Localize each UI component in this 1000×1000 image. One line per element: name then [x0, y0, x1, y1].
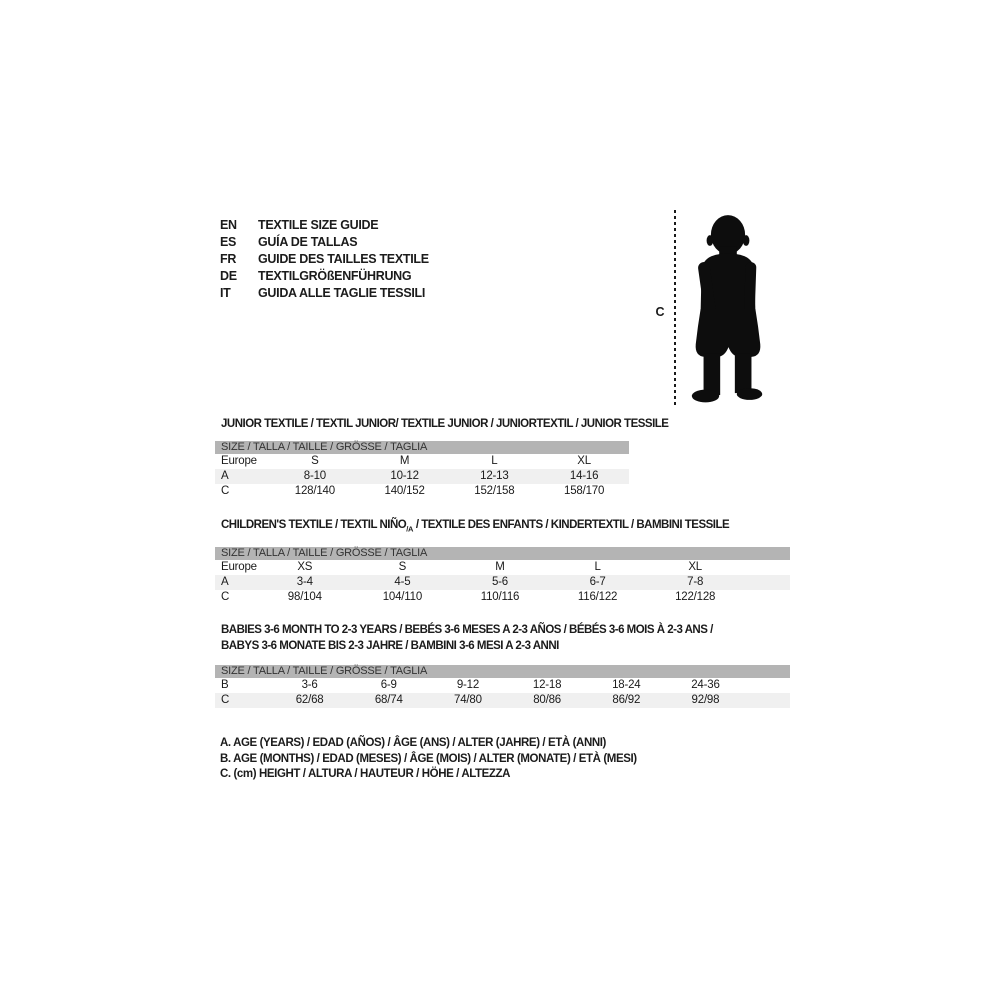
table-cell: 12-18 — [532, 679, 562, 691]
table-cell: 8-10 — [303, 470, 326, 482]
children-title-post: / TEXTILE DES ENFANTS / KINDERTEXTIL / B… — [413, 519, 730, 531]
height-dashed-line — [674, 210, 676, 407]
legend-code-es: ES — [220, 235, 237, 249]
table-cell: M — [495, 561, 505, 573]
footnote-c: C. (cm) HEIGHT / ALTURA / HAUTEUR / HÖHE… — [220, 768, 511, 781]
table-cell: 104/110 — [382, 591, 423, 603]
footnote-a: A. AGE (YEARS) / EDAD (AÑOS) / ÂGE (ANS)… — [220, 737, 606, 749]
table-cell: 92/98 — [691, 694, 720, 706]
row-label: C — [221, 591, 230, 603]
table-cell: 3-6 — [301, 679, 318, 691]
babies-title-line2: BABYS 3-6 MONATE BIS 2-3 JAHRE / BAMBINI… — [221, 640, 559, 652]
table-cell: 86/92 — [612, 694, 641, 706]
junior-size-header-bar: SIZE / TALLA / TAILLE / GRÖSSE / TAGLIA — [215, 441, 629, 454]
table-cell: 12-13 — [480, 470, 509, 482]
legend-label-fr: GUIDE DES TAILLES TEXTILE — [258, 252, 429, 266]
table-cell: 5-6 — [491, 576, 508, 588]
language-legend: EN TEXTILE SIZE GUIDE ES GUÍA DE TALLAS … — [220, 217, 429, 302]
toddler-silhouette-icon — [691, 215, 763, 403]
children-title-pre: CHILDREN'S TEXTILE / TEXTIL NIÑO — [221, 519, 407, 531]
table-row: C 98/104 104/110 110/116 116/122 122/128 — [215, 590, 790, 605]
table-cell: 128/140 — [294, 485, 335, 497]
table-cell: 10-12 — [390, 470, 419, 482]
table-cell: 62/68 — [295, 694, 324, 706]
legend-label-es: GUÍA DE TALLAS — [258, 235, 358, 249]
table-cell: 158/170 — [564, 485, 605, 497]
legend-code-de: DE — [220, 269, 237, 283]
legend-code-fr: FR — [220, 252, 237, 266]
table-cell: 14-16 — [569, 470, 599, 482]
table-cell: 98/104 — [287, 591, 322, 603]
table-cell: S — [311, 455, 319, 467]
table-cell: 152/158 — [474, 485, 515, 497]
table-filler — [744, 590, 790, 605]
table-cell: L — [491, 455, 498, 467]
junior-table-title: JUNIOR TEXTILE / TEXTIL JUNIOR/ TEXTILE … — [221, 418, 669, 430]
table-filler — [745, 693, 790, 708]
table-cell: XS — [297, 561, 313, 573]
table-cell: XL — [688, 561, 702, 573]
table-cell: 7-8 — [687, 576, 704, 588]
table-cell: 3-4 — [296, 576, 313, 588]
row-label: A — [221, 576, 229, 588]
legend-row-de: DE TEXTILGRÖßENFÜHRUNG — [220, 268, 429, 285]
table-cell: S — [398, 561, 407, 573]
table-cell: 116/122 — [577, 591, 618, 603]
children-table: SIZE / TALLA / TAILLE / GRÖSSE / TAGLIA … — [215, 547, 790, 605]
legend-label-de: TEXTILGRÖßENFÜHRUNG — [258, 269, 412, 283]
babies-table: SIZE / TALLA / TAILLE / GRÖSSE / TAGLIA … — [215, 665, 790, 708]
footnote-legend: A. AGE (YEARS) / EDAD (AÑOS) / ÂGE (ANS)… — [220, 736, 637, 783]
table-row: Europe XS S M L XL — [215, 560, 790, 575]
row-label: Europe — [221, 561, 257, 573]
table-cell: M — [399, 455, 410, 467]
table-cell: 80/86 — [533, 694, 561, 706]
legend-row-es: ES GUÍA DE TALLAS — [220, 234, 429, 251]
table-cell: 6-7 — [589, 576, 606, 588]
table-row: C 128/140 140/152 152/158 158/170 — [215, 484, 629, 499]
children-title-sub: /A — [406, 524, 414, 534]
junior-table: SIZE / TALLA / TAILLE / GRÖSSE / TAGLIA … — [215, 441, 629, 499]
table-row: A 8-10 10-12 12-13 14-16 — [215, 469, 629, 484]
table-cell: 9-12 — [456, 679, 480, 691]
table-cell: 74/80 — [454, 694, 482, 706]
table-filler — [744, 560, 790, 575]
table-cell: XL — [577, 455, 591, 467]
footnote-b: B. AGE (MONTHS) / EDAD (MESES) / ÂGE (MO… — [220, 752, 637, 765]
legend-row-fr: FR GUIDE DES TAILLES TEXTILE — [220, 251, 429, 268]
legend-label-en: TEXTILE SIZE GUIDE — [258, 218, 379, 232]
row-label: C — [221, 694, 230, 706]
babies-table-title: BABIES 3-6 MONTH TO 2-3 YEARS / BEBÉS 3-… — [221, 622, 713, 654]
row-label: Europe — [221, 455, 257, 467]
table-cell: 68/74 — [374, 694, 403, 706]
children-table-title: CHILDREN'S TEXTILE / TEXTIL NIÑO/A / TEX… — [221, 519, 730, 534]
table-cell: 18-24 — [612, 679, 641, 691]
table-filler — [744, 575, 790, 590]
legend-label-it: GUIDA ALLE TAGLIE TESSILI — [258, 286, 426, 300]
table-row: B 3-6 6-9 9-12 12-18 18-24 24-36 — [215, 678, 790, 693]
table-cell: 140/152 — [384, 485, 425, 497]
legend-code-it: IT — [220, 286, 231, 300]
legend-row-it: IT GUIDA ALLE TAGLIE TESSILI — [220, 285, 429, 302]
table-row: C 62/68 68/74 74/80 80/86 86/92 92/98 — [215, 693, 790, 708]
row-label: B — [221, 679, 229, 691]
table-cell: L — [594, 561, 601, 573]
table-filler — [745, 678, 790, 693]
children-size-header-bar: SIZE / TALLA / TAILLE / GRÖSSE / TAGLIA — [215, 547, 790, 560]
row-label: C — [221, 485, 230, 497]
babies-size-header-bar: SIZE / TALLA / TAILLE / GRÖSSE / TAGLIA — [215, 665, 790, 678]
legend-code-en: EN — [220, 218, 237, 232]
row-label: A — [221, 470, 229, 482]
table-row: Europe S M L XL — [215, 454, 629, 469]
babies-title-line1: BABIES 3-6 MONTH TO 2-3 YEARS / BEBÉS 3-… — [221, 624, 713, 636]
height-marker-label: C — [655, 305, 665, 319]
table-cell: 122/128 — [675, 591, 716, 603]
table-cell: 4-5 — [394, 576, 411, 588]
table-cell: 6-9 — [380, 679, 397, 691]
table-cell: 110/116 — [480, 591, 520, 603]
table-cell: 24-36 — [691, 679, 720, 691]
legend-row-en: EN TEXTILE SIZE GUIDE — [220, 217, 429, 234]
table-row: A 3-4 4-5 5-6 6-7 7-8 — [215, 575, 790, 590]
